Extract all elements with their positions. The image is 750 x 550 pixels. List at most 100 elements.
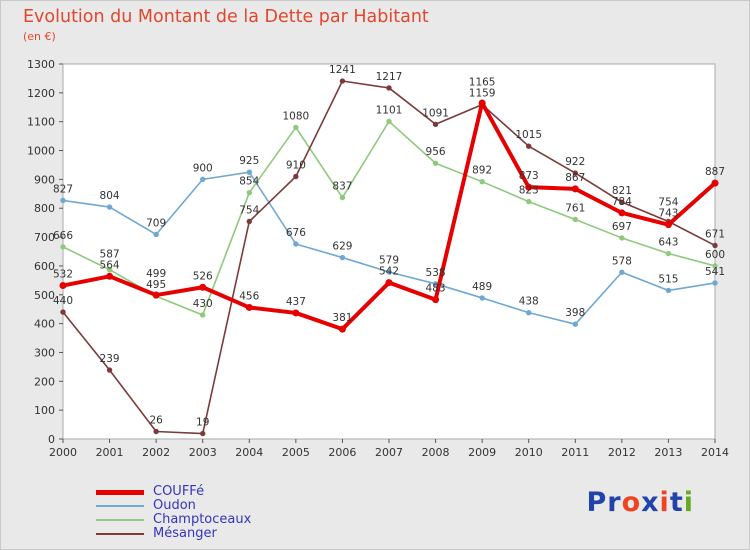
svg-text:438: 438 [519,296,539,308]
svg-text:754: 754 [658,197,678,209]
plot-area [62,63,716,440]
svg-text:538: 538 [426,267,446,279]
legend-swatch [96,489,144,495]
svg-text:1101: 1101 [376,104,403,116]
svg-text:754: 754 [239,205,259,217]
legend-label: Champtoceaux [153,512,252,527]
svg-text:456: 456 [239,290,259,302]
svg-text:1300: 1300 [27,58,55,71]
svg-text:697: 697 [612,221,632,233]
svg-text:784: 784 [612,196,632,208]
legend-swatch [96,519,144,521]
svg-text:827: 827 [53,183,73,195]
svg-text:925: 925 [239,155,259,167]
svg-text:500: 500 [34,289,55,302]
chart-legend: COUFFé Oudon Champtoceaux Mésanger [96,485,251,541]
svg-text:495: 495 [146,279,166,291]
svg-text:578: 578 [612,255,632,267]
svg-text:1015: 1015 [515,129,542,141]
svg-text:887: 887 [705,166,725,178]
svg-text:483: 483 [426,283,446,295]
svg-text:761: 761 [565,202,585,214]
svg-text:100: 100 [34,404,55,417]
svg-text:1100: 1100 [27,116,55,129]
svg-text:579: 579 [379,255,399,267]
x-axis: 2000 2001 2002 2003 2004 2005 2006 2007 2008 2009… [49,439,729,459]
svg-text:2014: 2014 [701,446,729,459]
svg-text:867: 867 [565,172,585,184]
svg-text:2002: 2002 [142,446,170,459]
svg-text:587: 587 [100,248,120,260]
svg-text:629: 629 [332,241,352,253]
legend-swatch [96,533,144,535]
svg-text:643: 643 [658,237,678,249]
svg-text:2008: 2008 [422,446,450,459]
legend-item-Mésanger: Mésanger [96,527,251,541]
logo-letter: r [607,487,622,518]
svg-text:2000: 2000 [49,446,77,459]
legend-label: COUFFé [153,484,205,499]
svg-text:2007: 2007 [375,446,403,459]
proxiti-logo: Proxiti [586,487,694,518]
svg-text:2001: 2001 [96,446,124,459]
svg-text:239: 239 [100,353,120,365]
svg-text:2011: 2011 [561,446,589,459]
svg-text:2012: 2012 [608,446,636,459]
legend-item-COUFFé: COUFFé [96,485,251,499]
svg-text:823: 823 [519,185,539,197]
svg-text:900: 900 [193,162,213,174]
svg-text:892: 892 [472,165,492,177]
logo-letter: P [586,487,608,518]
legend-label: Mésanger [153,526,217,541]
svg-text:2009: 2009 [468,446,496,459]
svg-text:910: 910 [286,160,306,172]
svg-text:1000: 1000 [27,145,55,158]
svg-text:676: 676 [286,227,306,239]
svg-text:700: 700 [34,231,55,244]
debt-per-inhabitant-line-chart: 0 100 200 300 400 500 600 700 800 900 1000 1100 1200… [27,58,729,459]
logo-letter: t [669,487,684,518]
logo-letter: x [641,487,660,518]
svg-text:1200: 1200 [27,87,55,100]
logo-letter: i [659,487,670,518]
svg-text:600: 600 [705,249,725,261]
svg-text:564: 564 [100,259,120,271]
svg-text:541: 541 [705,266,725,278]
series-COUFFé [59,99,719,333]
svg-text:800: 800 [34,202,55,215]
svg-text:2003: 2003 [189,446,217,459]
svg-text:532: 532 [53,269,73,281]
svg-text:2004: 2004 [235,446,263,459]
svg-text:19: 19 [196,417,209,429]
y-axis: 0 100 200 300 400 500 600 700 800 900 1000 1100 1200… [27,58,63,446]
svg-text:398: 398 [565,307,585,319]
svg-text:0: 0 [48,433,55,446]
legend-label: Oudon [153,498,196,513]
svg-text:1165: 1165 [469,77,496,89]
svg-text:300: 300 [34,346,55,359]
svg-text:873: 873 [519,170,539,182]
svg-text:854: 854 [239,176,259,188]
svg-text:666: 666 [53,230,73,242]
svg-text:900: 900 [34,173,55,186]
chart-title: Evolution du Montant de la Dette par Hab… [23,7,429,27]
svg-text:821: 821 [612,185,632,197]
series-Oudon [60,169,718,327]
chart-subtitle: (en €) [23,30,56,43]
svg-text:430: 430 [193,298,213,310]
svg-text:709: 709 [146,217,166,229]
svg-text:400: 400 [34,318,55,331]
svg-text:200: 200 [34,375,55,388]
svg-text:671: 671 [705,228,725,240]
svg-text:2013: 2013 [654,446,682,459]
svg-text:489: 489 [472,281,492,293]
legend-item-Champtoceaux: Champtoceaux [96,513,251,527]
svg-text:600: 600 [34,260,55,273]
svg-text:804: 804 [100,190,120,202]
svg-text:1159: 1159 [469,88,496,100]
svg-text:1091: 1091 [422,107,449,119]
legend-swatch [96,505,144,507]
svg-text:499: 499 [146,268,166,280]
svg-text:2010: 2010 [515,446,543,459]
svg-text:743: 743 [658,208,678,220]
